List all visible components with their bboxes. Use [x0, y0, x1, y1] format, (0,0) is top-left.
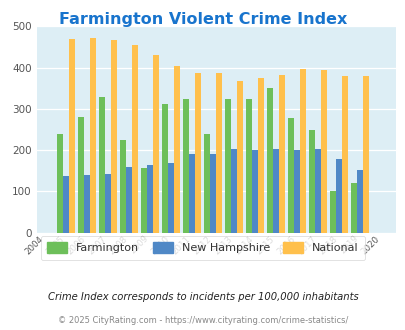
- Bar: [141, 168, 147, 233]
- Bar: [320, 70, 326, 233]
- Bar: [147, 165, 153, 233]
- Bar: [84, 175, 90, 233]
- Text: Crime Index corresponds to incidents per 100,000 inhabitants: Crime Index corresponds to incidents per…: [47, 292, 358, 302]
- Bar: [69, 39, 75, 233]
- Text: © 2025 CityRating.com - https://www.cityrating.com/crime-statistics/: © 2025 CityRating.com - https://www.city…: [58, 316, 347, 325]
- Bar: [350, 183, 356, 233]
- Bar: [294, 150, 299, 233]
- Bar: [215, 73, 221, 233]
- Bar: [237, 81, 242, 233]
- Bar: [341, 76, 347, 233]
- Bar: [153, 55, 158, 233]
- Bar: [132, 45, 137, 233]
- Bar: [126, 167, 132, 233]
- Bar: [209, 154, 215, 233]
- Legend: Farmington, New Hampshire, National: Farmington, New Hampshire, National: [40, 236, 364, 260]
- Bar: [257, 78, 263, 233]
- Bar: [252, 150, 257, 233]
- Bar: [356, 170, 362, 233]
- Bar: [278, 75, 284, 233]
- Bar: [309, 130, 314, 233]
- Bar: [273, 149, 278, 233]
- Bar: [194, 73, 200, 233]
- Bar: [189, 154, 194, 233]
- Bar: [314, 149, 320, 233]
- Bar: [173, 66, 179, 233]
- Bar: [99, 97, 105, 233]
- Bar: [266, 88, 273, 233]
- Bar: [168, 163, 173, 233]
- Bar: [330, 191, 335, 233]
- Bar: [230, 149, 237, 233]
- Bar: [120, 140, 126, 233]
- Bar: [246, 99, 252, 233]
- Bar: [204, 135, 209, 233]
- Bar: [57, 135, 63, 233]
- Bar: [90, 38, 96, 233]
- Text: Farmington Violent Crime Index: Farmington Violent Crime Index: [59, 12, 346, 26]
- Bar: [225, 99, 230, 233]
- Bar: [111, 41, 117, 233]
- Bar: [63, 176, 69, 233]
- Bar: [105, 175, 111, 233]
- Bar: [78, 117, 84, 233]
- Bar: [362, 76, 368, 233]
- Bar: [299, 69, 305, 233]
- Bar: [162, 104, 168, 233]
- Bar: [335, 159, 341, 233]
- Bar: [288, 118, 294, 233]
- Bar: [183, 99, 189, 233]
